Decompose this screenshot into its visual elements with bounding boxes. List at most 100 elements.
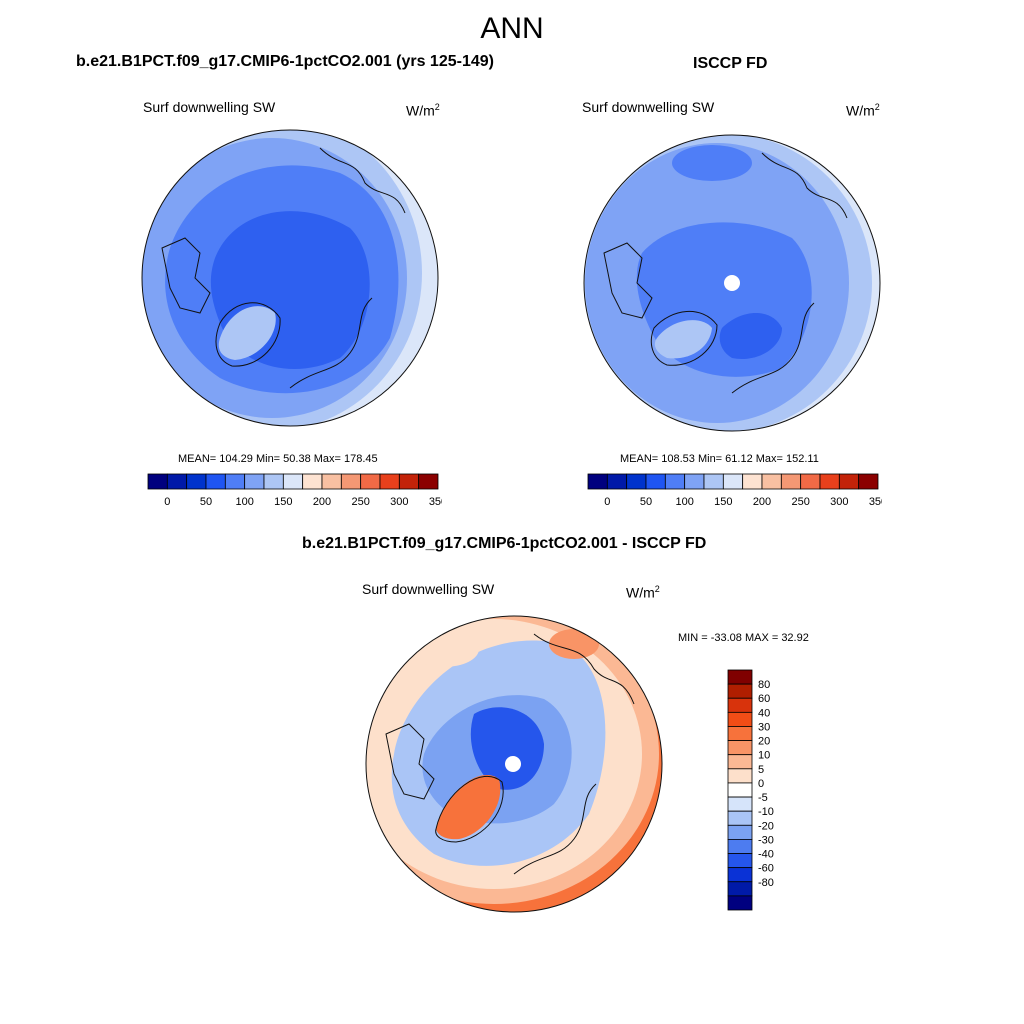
diff-colorbar-tick-label: 20 [758,736,770,748]
diff-colorbar-swatch [727,711,753,727]
obs-colorbar-tick-label: 250 [791,496,809,508]
obs-units-label: W/m2 [846,102,880,119]
obs-colorbar-swatch [819,473,840,490]
obs-coastline-3 [731,302,815,394]
obs-variable-label: Surf downwelling SW [582,99,715,115]
diff-colorbar-tick-label: 0 [758,778,764,790]
model-colorbar-swatches [147,473,439,490]
model-colorbar-swatch [398,473,420,490]
diff-colorbar-swatch [727,726,753,741]
diff-greenland [436,775,501,840]
diff-colorbar-swatches [727,669,753,911]
model-greenland [218,306,276,360]
obs-colorbar-tick-label: 300 [830,496,848,508]
obs-coastline-4 [761,152,848,219]
model-panel-title: b.e21.B1PCT.f09_g17.CMIP6-1pctCO2.001 (y… [76,53,494,70]
diff-coastline-2 [435,776,504,843]
model-colorbar-swatch [224,473,246,490]
diff-colorbar-swatch [727,881,753,897]
model-colorbar-tick-label: 0 [164,496,170,508]
model-units-label: W/m2 [406,102,440,119]
diff-colorbar-tick-label: 80 [758,679,770,691]
diff-band-north [409,631,479,667]
diff-colorbar-swatch [727,867,753,883]
obs-colorbar-swatch [761,473,782,490]
model-colorbar-swatch [340,473,362,490]
obs-pole-gap [724,275,740,291]
model-colorbar-swatch [263,473,284,490]
model-colorbar-swatch [166,473,188,490]
obs-polar-map [583,134,881,432]
obs-colorbar-tick-label: 0 [604,496,610,508]
obs-colorbar-swatch [645,473,666,490]
obs-map-border [583,134,881,432]
model-colorbar-swatch [205,473,226,490]
obs-colorbar-tick-label: 350 [869,496,882,508]
diff-colorbar-swatch [727,853,753,869]
diff-colorbar-tick-label: -5 [758,792,768,804]
obs-colorbar-swatch [838,473,860,490]
model-stats: MEAN= 104.29 Min= 50.38 Max= 178.45 [178,453,378,465]
model-colorbar-tick-label: 50 [200,496,212,508]
diff-colorbar-swatch [727,754,753,770]
diff-variable-label: Surf downwelling SW [362,581,495,597]
diff-coastline-1 [385,723,435,800]
diff-coastline-4 [533,633,635,705]
model-colorbar-swatch [186,473,207,490]
diff-colorbar-tick-label: -60 [758,863,774,875]
model-colorbar-swatch [302,473,323,490]
obs-coastline-1 [603,242,653,319]
model-coastline-2 [215,302,281,367]
obs-band-north [672,145,752,181]
obs-greenland [654,320,712,359]
model-colorbar-swatch [244,473,265,490]
diff-band-ne [549,629,599,659]
model-colorbar-swatch [282,473,304,490]
diff-colorbar-swatch [727,669,753,685]
diff-colorbar-swatch [727,796,753,812]
diff-colorbar-swatch [727,810,753,826]
model-colorbar-swatch [379,473,400,490]
diff-map-border [365,615,663,913]
diff-colorbar-tick-label: 30 [758,721,770,733]
diff-colorbar-tick-label: 10 [758,750,770,762]
diff-colorbar-swatch [727,740,753,756]
model-colorbar: 0 50 100 150 200 250 300 350 [147,473,442,508]
diff-colorbar-tick-label: 40 [758,707,770,719]
diff-band-neg-core [470,707,544,790]
model-coastline-1 [161,237,211,314]
diff-coastline-3 [513,783,597,875]
diff-colorbar-swatch [727,895,753,911]
diff-units-label: W/m2 [626,584,660,601]
diff-colorbar-swatch [727,824,753,840]
obs-colorbar-swatch [722,473,744,490]
diff-colorbar-tick-label: 60 [758,693,770,705]
obs-colorbar-swatches [587,473,879,490]
diff-colorbar-tick-label: -10 [758,806,774,818]
model-colorbar-swatch [321,473,342,490]
model-colorbar-tick-label: 100 [235,496,253,508]
obs-colorbar-swatch [742,473,763,490]
diff-colorbar-ticks: 80 60 40 30 20 10 5 0 -5 -10 -20 -30 -40 -60 -80 [758,679,774,889]
model-colorbar-tick-label: 300 [390,496,408,508]
obs-panel-title: ISCCP FD [693,55,768,72]
obs-colorbar-swatch [684,473,705,490]
diff-polar-map [365,615,663,913]
obs-colorbar-swatch [858,473,879,490]
model-colorbar-tick-label: 250 [351,496,369,508]
obs-colorbar-swatch [703,473,724,490]
model-colorbar-tick-label: 200 [313,496,331,508]
model-colorbar-swatch [360,473,381,490]
obs-coastline-2 [650,311,718,366]
model-colorbar-tick-label: 350 [429,496,442,508]
obs-colorbar-tick-label: 150 [714,496,732,508]
diff-colorbar-swatch [727,839,753,854]
model-polar-map [141,129,439,427]
diff-colorbar-swatch [727,768,753,784]
diff-stats: MIN = -33.08 MAX = 32.92 [678,632,809,644]
obs-stats: MEAN= 108.53 Min= 61.12 Max= 152.11 [620,453,819,465]
diff-colorbar-swatch [727,683,753,699]
obs-band-core [719,313,782,359]
figure-title: ANN [480,12,544,45]
obs-colorbar-tick-label: 200 [753,496,771,508]
